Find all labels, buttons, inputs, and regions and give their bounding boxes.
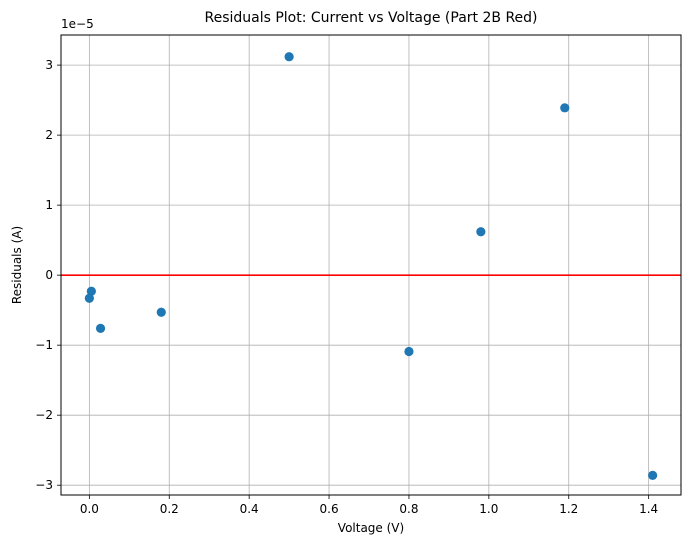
x-tick-label: 1.2 bbox=[559, 502, 578, 516]
x-tick-label: 0.0 bbox=[80, 502, 99, 516]
x-tick-label: 1.4 bbox=[639, 502, 658, 516]
x-tick-label: 0.8 bbox=[399, 502, 418, 516]
y-tick-label: −1 bbox=[35, 338, 53, 352]
data-point bbox=[86, 286, 96, 296]
x-tick-label: 0.6 bbox=[320, 502, 339, 516]
y-axis-offset-text: 1e−5 bbox=[61, 17, 94, 31]
data-point bbox=[284, 52, 294, 62]
y-tick-label: 1 bbox=[45, 198, 53, 212]
x-axis-ticks: 0.0 0.2 0.4 0.6 0.8 1.0 1.2 1.4 bbox=[80, 495, 658, 516]
data-point bbox=[560, 103, 570, 113]
data-point bbox=[156, 307, 166, 317]
y-tick-label: −2 bbox=[35, 408, 53, 422]
grid bbox=[61, 35, 681, 495]
y-tick-label: 3 bbox=[45, 58, 53, 72]
x-tick-label: 0.2 bbox=[160, 502, 179, 516]
x-tick-label: 1.0 bbox=[479, 502, 498, 516]
plot-frame bbox=[60, 34, 682, 496]
data-point bbox=[648, 470, 658, 480]
x-tick-label: 0.4 bbox=[240, 502, 259, 516]
data-point bbox=[476, 227, 486, 237]
data-point bbox=[404, 346, 414, 357]
y-axis-label: Residuals (A) bbox=[10, 226, 24, 304]
y-tick-label: −3 bbox=[35, 478, 53, 492]
x-axis-label: Voltage (V) bbox=[338, 521, 404, 535]
data-points bbox=[84, 52, 658, 480]
y-tick-label: 2 bbox=[45, 128, 53, 142]
chart-title: Residuals Plot: Current vs Voltage (Part… bbox=[204, 10, 537, 26]
y-tick-label: 0 bbox=[45, 268, 53, 282]
data-point bbox=[84, 293, 94, 303]
y-axis-ticks: −3 −2 −1 0 1 2 3 bbox=[35, 58, 61, 492]
data-point bbox=[95, 323, 106, 333]
